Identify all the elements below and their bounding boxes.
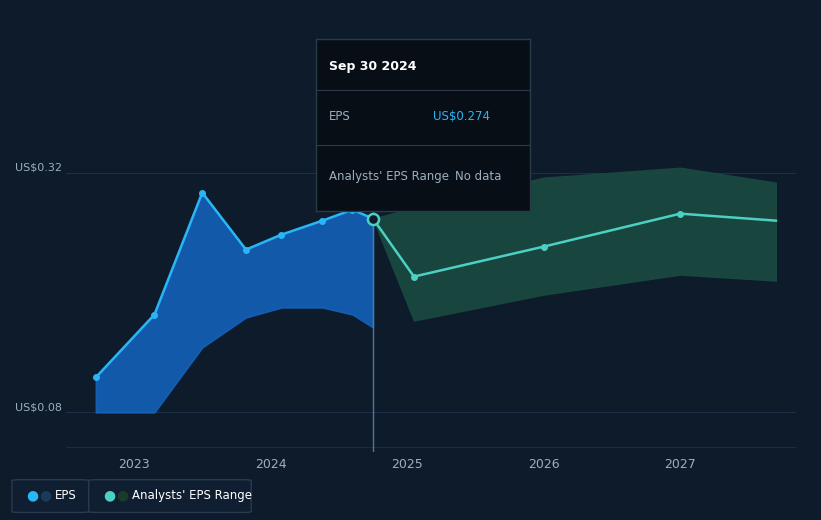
Text: ●: ● (117, 488, 129, 502)
Text: Actual: Actual (333, 159, 368, 168)
Text: Analysts' EPS Range: Analysts' EPS Range (329, 170, 449, 183)
Text: No data: No data (455, 170, 501, 183)
Text: EPS: EPS (55, 489, 76, 502)
Text: Sep 30 2024: Sep 30 2024 (329, 60, 416, 73)
Text: Analysts Forecasts: Analysts Forecasts (381, 159, 484, 168)
FancyBboxPatch shape (89, 479, 251, 513)
Text: EPS: EPS (329, 110, 351, 123)
Text: ●: ● (103, 488, 115, 502)
Text: Analysts' EPS Range: Analysts' EPS Range (131, 489, 251, 502)
Text: US$0.08: US$0.08 (15, 402, 62, 412)
Text: US$0.32: US$0.32 (15, 163, 62, 173)
FancyBboxPatch shape (11, 479, 89, 513)
Text: ●: ● (26, 488, 39, 502)
Text: ●: ● (39, 488, 52, 502)
Text: US$0.274: US$0.274 (433, 110, 490, 123)
